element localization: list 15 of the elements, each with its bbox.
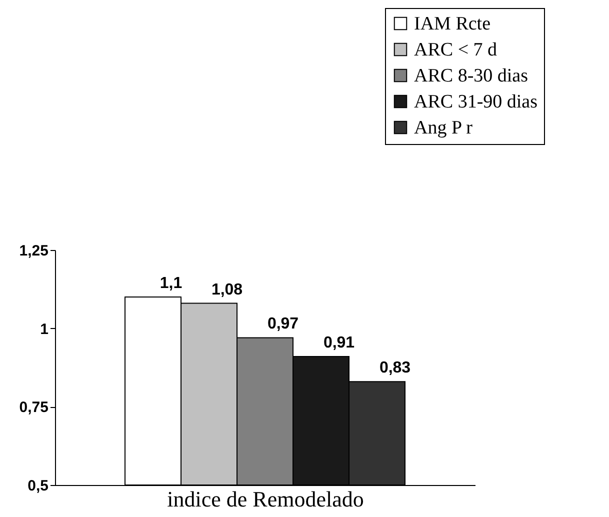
data-label: 0,83 [379,360,411,377]
y-tick-label: 0,5 [28,478,48,494]
y-tick-label: 1 [40,320,48,338]
legend-label: Ang P r [414,118,474,138]
legend-label: IAM Rcte [414,14,491,34]
x-axis-title: indice de Remodelado [167,486,364,512]
y-tick-label: 1,25 [19,242,48,260]
data-label: 1,08 [211,281,243,298]
legend-label: ARC < 7 d [414,40,498,60]
legend-label: ARC 31-90 dias [414,92,538,112]
data-label: 0,91 [323,334,355,352]
data-label: 0,97 [267,316,299,333]
y-tick-label: 0,75 [19,399,48,416]
legend-label: ARC 8-30 dias [414,66,528,86]
data-label: 1,1 [160,275,182,292]
